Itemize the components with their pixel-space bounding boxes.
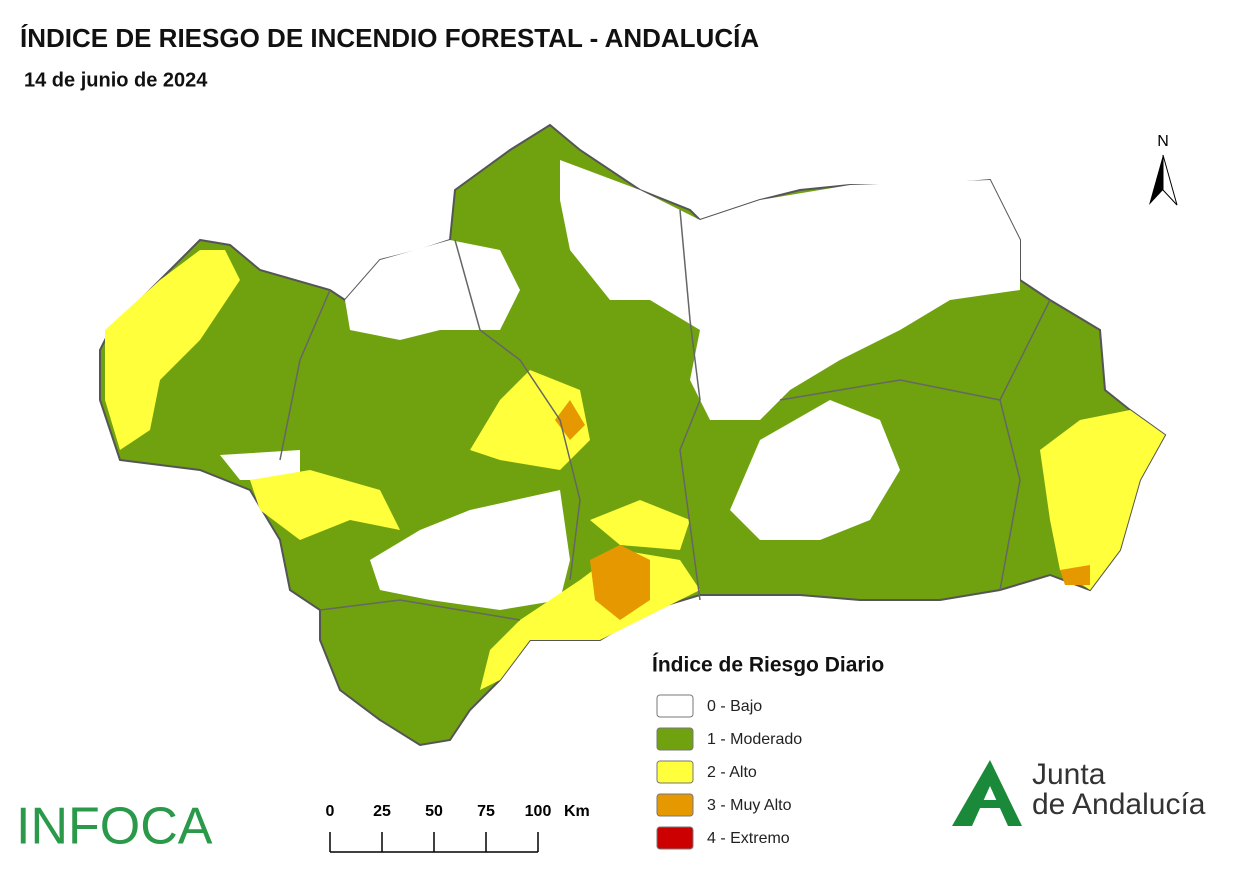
legend-swatch [656,760,694,784]
legend-label: 1 - Moderado [707,731,802,748]
province-border [779,299,1051,401]
region-low [370,490,570,610]
arrow-half [1149,155,1163,205]
province-border [454,239,581,581]
province-border [279,289,331,461]
region-very-high [590,545,650,620]
infoca-logo: INFOCA [16,798,213,856]
scale-label: 50 [425,803,443,820]
junta-emblem [968,800,1008,808]
legend-swatch [656,826,694,850]
legend-label: 0 - Bajo [707,698,762,715]
junta-text: Junta [1032,758,1106,791]
region-high [1040,410,1165,590]
north-label: N [1157,133,1169,150]
map [99,123,1167,747]
junta-emblem [952,760,1022,826]
region-very-high [1060,565,1090,585]
scale-unit: Km [564,803,590,820]
region-low [730,400,900,540]
scale-label: 25 [373,803,391,820]
province-border [999,399,1021,591]
legend-title: Índice de Riesgo Diario [652,654,884,677]
province-border [679,209,701,601]
north-arrow: N [1149,133,1178,206]
title: ÍNDICE DE RIESGO DE INCENDIO FORESTAL - … [20,23,759,53]
junta-text: de Andalucía [1032,788,1206,821]
region-low [345,240,520,340]
legend-swatch [656,793,694,817]
legend-swatch [656,727,694,751]
region-high [105,250,240,450]
legend-swatch [656,694,694,718]
date: 14 de junio de 2024 [24,69,208,91]
legend: 0 - Bajo 1 - Moderado 2 - Alto 3 - Muy Alto… [656,694,802,850]
legend-label: 2 - Alto [707,764,757,781]
legend-label: 4 - Extremo [707,830,790,847]
region-high [590,500,690,550]
scale-label: 0 [326,803,335,820]
scale-bar: 0 25 50 75 100 Km [326,803,590,853]
junta-logo: Junta de Andalucía [952,758,1206,826]
region-low [560,160,1020,420]
region-high [250,470,400,540]
region-high [470,370,590,470]
province-border [319,599,521,621]
scale-label: 100 [525,803,552,820]
legend-label: 3 - Muy Alto [707,797,792,814]
arrow-half [1162,154,1178,206]
scale-label: 75 [477,803,495,820]
